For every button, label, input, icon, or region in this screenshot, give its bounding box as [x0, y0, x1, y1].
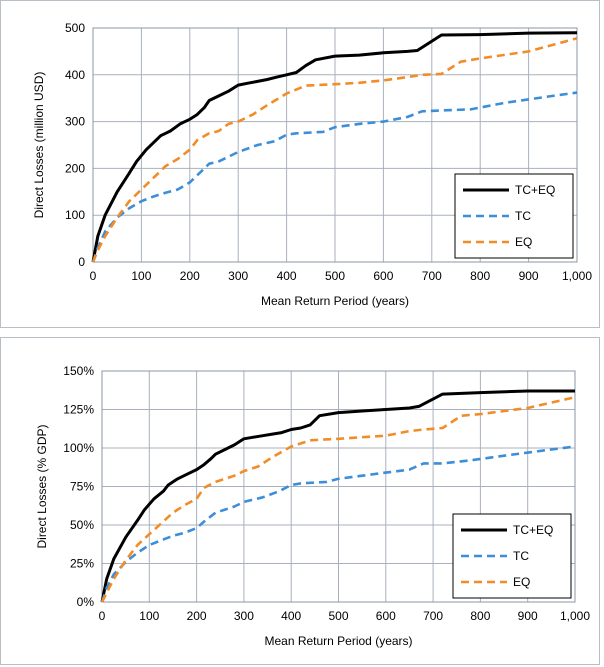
- legend-label: TC+EQ: [513, 523, 553, 537]
- x-tick-label: 900: [519, 269, 539, 283]
- y-tick-label: 125%: [63, 403, 94, 417]
- x-tick-label: 600: [376, 609, 396, 623]
- y-tick-label: 0%: [77, 595, 95, 609]
- legend-label: TC+EQ: [515, 183, 555, 197]
- x-tick-label: 1,000: [562, 269, 592, 283]
- x-tick-label: 200: [180, 269, 200, 283]
- chart-panel-2: 0 100 200 300 400 500 600 700 800 900 1,000 0% 25% 50…: [0, 337, 600, 665]
- series-line-eq: [91, 37, 578, 263]
- y-tick-label: 150%: [63, 364, 94, 378]
- y-tick-label: 200: [65, 161, 85, 175]
- plot-area: [101, 370, 576, 603]
- y-tick-label: 500: [65, 21, 85, 35]
- legend-label: TC: [513, 549, 529, 563]
- x-tick-label: 1,000: [560, 609, 590, 623]
- x-tick-label: 0: [90, 269, 97, 283]
- legend-label: TC: [515, 209, 531, 223]
- x-tick-label: 500: [328, 609, 348, 623]
- x-tick-label: 100: [131, 269, 151, 283]
- direct-losses-usd-chart: 0 100 200 300 400 500 600 700 800 900 1,000 0 100 200…: [32, 21, 592, 308]
- x-tick-label: 300: [234, 609, 254, 623]
- series-line-tc-eq: [91, 31, 578, 263]
- legend-label: EQ: [513, 575, 530, 589]
- x-axis-title: Mean Return Period (years): [261, 294, 409, 308]
- y-tick-label: 75%: [70, 480, 94, 494]
- direct-losses-gdp-chart: 0 100 200 300 400 500 600 700 800 900 1,000 0% 25% 50…: [35, 364, 590, 648]
- y-tick-label: 50%: [70, 518, 94, 532]
- y-tick-label: 100: [65, 208, 85, 222]
- x-tick-label: 300: [228, 269, 248, 283]
- x-tick-label: 200: [187, 609, 207, 623]
- x-tick-label: 800: [470, 609, 490, 623]
- x-tick-label: 400: [281, 609, 301, 623]
- legend: [454, 173, 574, 259]
- x-tick-label: 800: [470, 269, 490, 283]
- series-line-tc: [91, 91, 578, 263]
- y-tick-label: 300: [65, 115, 85, 129]
- x-tick-label: 700: [422, 269, 442, 283]
- x-tick-label: 700: [423, 609, 443, 623]
- y-axis-title: Direct Losses (million USD): [32, 72, 46, 219]
- series-line-tc: [100, 445, 576, 603]
- x-tick-label: 600: [373, 269, 393, 283]
- x-tick-label: 0: [99, 609, 106, 623]
- x-tick-label: 500: [325, 269, 345, 283]
- legend-label: EQ: [515, 235, 532, 249]
- legend: [452, 513, 572, 599]
- y-tick-label: 100%: [63, 441, 94, 455]
- series-line-eq: [100, 395, 576, 603]
- x-axis-title: Mean Return Period (years): [264, 634, 412, 648]
- y-axis-title: Direct Losses (% GDP): [35, 424, 49, 548]
- x-tick-label: 400: [277, 269, 297, 283]
- y-tick-label: 25%: [70, 557, 94, 571]
- plot-area: [92, 27, 578, 263]
- y-tick-label: 400: [65, 68, 85, 82]
- series-line-tc-eq: [100, 389, 575, 603]
- x-tick-label: 900: [518, 609, 538, 623]
- chart-panel-1: 0 100 200 300 400 500 600 700 800 900 1,000 0 100 200…: [0, 0, 600, 328]
- y-tick-label: 0: [78, 255, 85, 269]
- x-tick-label: 100: [139, 609, 159, 623]
